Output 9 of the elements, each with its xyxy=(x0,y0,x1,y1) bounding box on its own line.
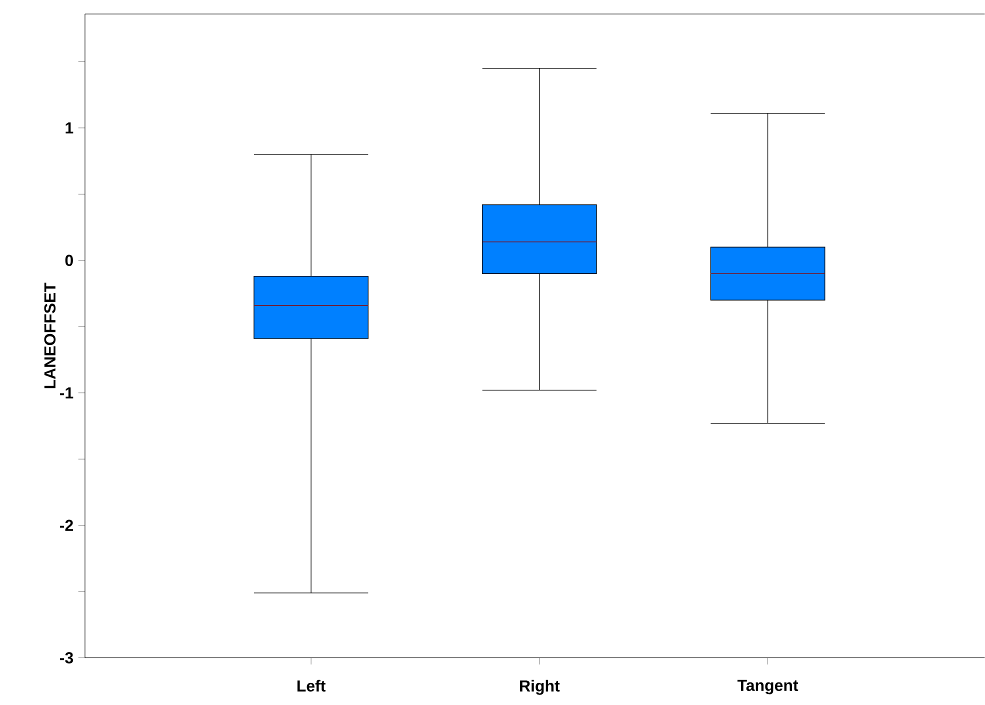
y-tick-label: -3 xyxy=(60,652,74,664)
y-tick-label: -2 xyxy=(60,520,73,532)
y-tick-label: 1 xyxy=(66,122,74,134)
x-tick-label: Tangent xyxy=(737,680,798,694)
y-tick-label: -1 xyxy=(60,387,74,398)
y-axis-title: LANEOFFSET xyxy=(44,282,56,388)
y-tick-label: 0 xyxy=(65,254,73,266)
x-tick-label: Right xyxy=(520,680,560,695)
x-tick-label: Left xyxy=(297,680,326,692)
